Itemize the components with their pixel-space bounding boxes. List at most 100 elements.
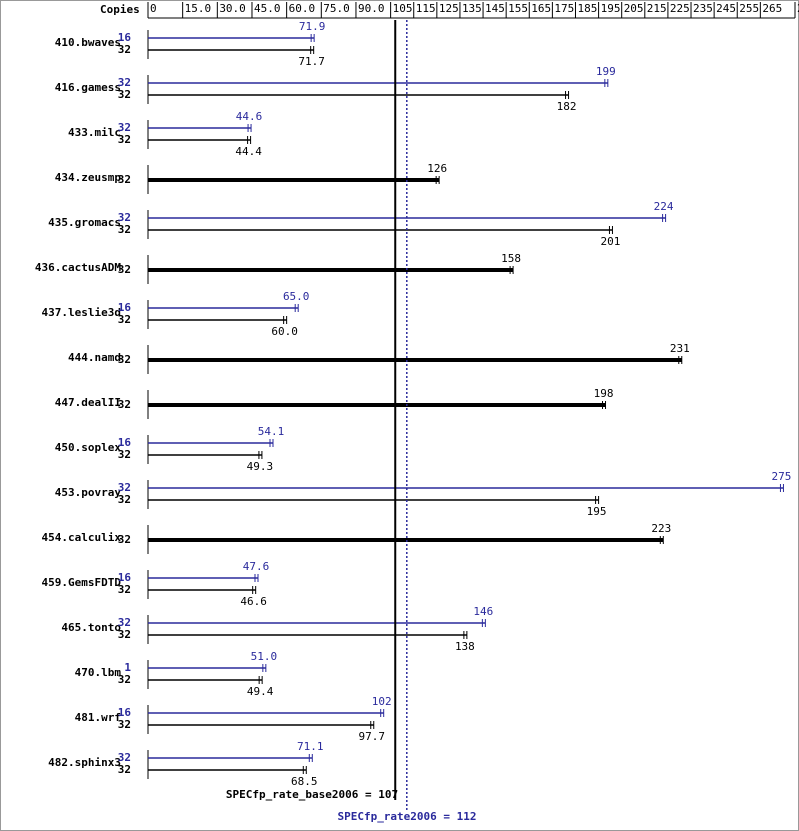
copies: 32 [118, 313, 131, 326]
value-label: 49.4 [247, 685, 274, 698]
copies: 16 [118, 571, 132, 584]
value-label: 195 [587, 505, 607, 518]
x-tick-label: 225 [670, 2, 690, 15]
value-label: 158 [501, 252, 521, 265]
copies: 32 [118, 263, 131, 276]
x-tick-label: 195 [601, 2, 621, 15]
copies: 32 [118, 763, 131, 776]
x-tick-label: 115 [416, 2, 436, 15]
value-label: 44.6 [236, 110, 263, 123]
copies: 32 [118, 121, 131, 134]
benchmark-name: 416.gamess [55, 81, 121, 94]
value-label: 182 [557, 100, 577, 113]
value-label: 49.3 [247, 460, 274, 473]
x-tick-label: 135 [462, 2, 482, 15]
value-label: 44.4 [235, 145, 262, 158]
x-tick-label: 175 [554, 2, 574, 15]
copies: 32 [118, 211, 131, 224]
value-label: 224 [654, 200, 674, 213]
copies: 32 [118, 481, 131, 494]
x-tick-label: 125 [439, 2, 459, 15]
benchmark-name: 410.bwaves [55, 36, 121, 49]
x-tick-label: 165 [531, 2, 551, 15]
value-label: 201 [601, 235, 621, 248]
benchmark-name: 434.zeusmp [55, 171, 122, 184]
x-tick-label: 75.0 [323, 2, 350, 15]
value-label: 223 [651, 522, 671, 535]
benchmark-name: 447.dealII [55, 396, 121, 409]
value-label: 138 [455, 640, 475, 653]
copies: 16 [118, 31, 132, 44]
copies: 32 [118, 751, 131, 764]
copies: 32 [118, 583, 131, 596]
x-tick-label: 105 [393, 2, 413, 15]
x-tick-label: 185 [577, 2, 597, 15]
value-label: 71.9 [299, 20, 326, 33]
benchmark-name: 482.sphinx3 [48, 756, 121, 769]
copies: 32 [118, 448, 131, 461]
value-label: 46.6 [240, 595, 267, 608]
benchmark-name: 459.GemsFDTD [42, 576, 122, 589]
value-label: 97.7 [359, 730, 386, 743]
copies: 32 [118, 88, 131, 101]
value-label: 47.6 [243, 560, 270, 573]
value-label: 65.0 [283, 290, 310, 303]
benchmark-name: 465.tonto [61, 621, 121, 634]
reference-label: SPECfp_rate2006 = 112 [337, 810, 476, 823]
x-tick-label: 30.0 [219, 2, 246, 15]
x-tick-label: 245 [716, 2, 736, 15]
x-tick-label: 255 [739, 2, 759, 15]
value-label: 198 [594, 387, 614, 400]
copies: 32 [118, 673, 131, 686]
benchmark-name: 470.lbm [75, 666, 122, 679]
x-tick-label: 15.0 [185, 2, 212, 15]
value-label: 275 [772, 470, 792, 483]
copies-header: Copies [100, 3, 140, 16]
copies: 32 [118, 398, 131, 411]
copies: 32 [118, 493, 131, 506]
copies: 32 [118, 43, 131, 56]
x-tick-label: 60.0 [289, 2, 316, 15]
copies: 32 [118, 628, 131, 641]
x-tick-label: 0 [150, 2, 157, 15]
benchmark-name: 437.leslie3d [42, 306, 121, 319]
x-tick-label: 265 [762, 2, 782, 15]
x-tick-label: 155 [508, 2, 528, 15]
value-label: 54.1 [258, 425, 285, 438]
x-tick-label: 145 [485, 2, 505, 15]
benchmark-name: 450.soplex [55, 441, 122, 454]
benchmark-name: 454.calculix [42, 531, 122, 544]
copies: 16 [118, 436, 132, 449]
x-tick-label: 280 [797, 2, 799, 15]
benchmark-name: 436.cactusADM [35, 261, 121, 274]
benchmark-name: 481.wrf [75, 711, 121, 724]
copies: 32 [118, 616, 131, 629]
copies: 16 [118, 706, 132, 719]
copies: 32 [118, 353, 131, 366]
x-tick-label: 205 [624, 2, 644, 15]
value-label: 51.0 [251, 650, 278, 663]
copies: 32 [118, 76, 131, 89]
x-tick-label: 90.0 [358, 2, 385, 15]
value-label: 199 [596, 65, 616, 78]
copies: 32 [118, 533, 131, 546]
copies: 16 [118, 301, 132, 314]
value-label: 231 [670, 342, 690, 355]
value-label: 146 [473, 605, 493, 618]
copies: 1 [124, 661, 131, 674]
benchmark-name: 453.povray [55, 486, 122, 499]
x-tick-label: 235 [693, 2, 713, 15]
x-tick-label: 45.0 [254, 2, 281, 15]
benchmark-name: 444.namd [68, 351, 121, 364]
value-label: 126 [427, 162, 447, 175]
value-label: 60.0 [271, 325, 298, 338]
copies: 32 [118, 223, 131, 236]
value-label: 68.5 [291, 775, 318, 788]
benchmark-name: 433.milc [68, 126, 121, 139]
value-label: 71.1 [297, 740, 324, 753]
copies: 32 [118, 173, 131, 186]
reference-label: SPECfp_rate_base2006 = 107 [226, 788, 398, 801]
